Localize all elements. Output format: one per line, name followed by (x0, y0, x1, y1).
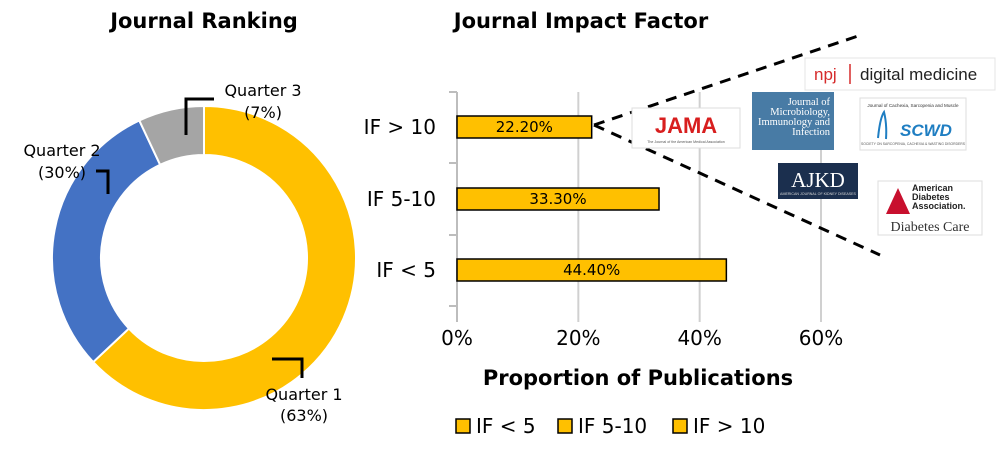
svg-text:The Journal of the American Me: The Journal of the American Medical Asso… (647, 140, 725, 144)
bar-data-label: 33.30% (529, 190, 586, 208)
svg-text:JAMA: JAMA (655, 113, 717, 138)
quarter-3-callout-line (184, 97, 214, 135)
donut-chart-title: Journal Ranking (108, 9, 298, 33)
svg-text:Journal of Cachexia, Sarcopeni: Journal of Cachexia, Sarcopenia and Musc… (867, 103, 959, 108)
x-tick-label: 60% (799, 326, 843, 350)
legend-label: IF 5-10 (578, 414, 647, 438)
jama-logo: JAMA The Journal of the American Medical… (631, 107, 741, 149)
x-tick-label: 0% (441, 326, 473, 350)
quarter-1-callout-line (272, 357, 304, 378)
scwd-logo: Journal of Cachexia, Sarcopenia and Musc… (859, 97, 967, 151)
quarter-1-value: (63%) (280, 406, 328, 425)
legend-label: IF > 10 (693, 414, 765, 438)
legend-swatch (672, 418, 688, 434)
y-category-label: IF 5-10 (367, 187, 436, 211)
x-tick-label: 40% (677, 326, 721, 350)
x-tick-label: 20% (556, 326, 600, 350)
donut-slice-quarter-2 (51, 119, 162, 364)
quarter-2-callout-line (96, 169, 110, 194)
bar-chart-title: Journal Impact Factor (452, 9, 709, 33)
svg-text:Diabetes Care: Diabetes Care (891, 220, 970, 235)
bar-if-5-10 (456, 187, 660, 211)
donut-chart (51, 104, 357, 411)
svg-text:AMERICAN JOURNAL OF KIDNEY DIS: AMERICAN JOURNAL OF KIDNEY DISEASES (780, 192, 856, 196)
ajkd-logo: AJKD AMERICAN JOURNAL OF KIDNEY DISEASES (778, 163, 858, 199)
donut-slice-quarter-1 (91, 104, 357, 411)
y-category-label: IF < 5 (376, 258, 436, 282)
svg-text:AJKD: AJKD (791, 168, 845, 192)
x-axis-label: Proportion of Publications (483, 366, 793, 390)
quarter-1-label: Quarter 1 (265, 385, 342, 404)
donut-slice-quarter-3 (137, 104, 205, 167)
quarter-2-value: (30%) (38, 163, 86, 182)
quarter-3-value: (7%) (244, 103, 282, 122)
y-category-label: IF > 10 (364, 115, 436, 139)
quarter-3-label: Quarter 3 (224, 81, 301, 100)
legend-swatch (557, 418, 573, 434)
bar-data-label: 44.40% (563, 261, 620, 279)
zoom-line-bottom (593, 123, 881, 257)
bar-chart: 0% 20% 40% 60% 22.20% IF > 10 33.30% IF 5-10 44.… (364, 91, 843, 350)
bar-if-10 (456, 115, 593, 139)
svg-text:SOCIETY ON SARCOPENIA, CACHEXI: SOCIETY ON SARCOPENIA, CACHEXIA & WASTIN… (861, 142, 966, 146)
quarter-2-label: Quarter 2 (23, 141, 100, 160)
legend-label: IF < 5 (476, 414, 536, 438)
svg-text:SCWD: SCWD (900, 121, 952, 140)
svg-text:digital medicine: digital medicine (860, 65, 977, 84)
diabetes-care-logo: American Diabetes Association. Diabetes … (877, 180, 983, 236)
bar-data-label: 22.20% (496, 118, 553, 136)
svg-text:npj: npj (814, 65, 837, 84)
bar-if-5 (456, 258, 728, 282)
legend: IF < 5 IF 5-10 IF > 10 (455, 414, 765, 438)
microbiology-immunology-infection-logo: Journal of Microbiology, Immunology and … (752, 92, 834, 150)
legend-swatch (455, 418, 471, 434)
npj-digital-medicine-logo: npj digital medicine (804, 57, 996, 91)
